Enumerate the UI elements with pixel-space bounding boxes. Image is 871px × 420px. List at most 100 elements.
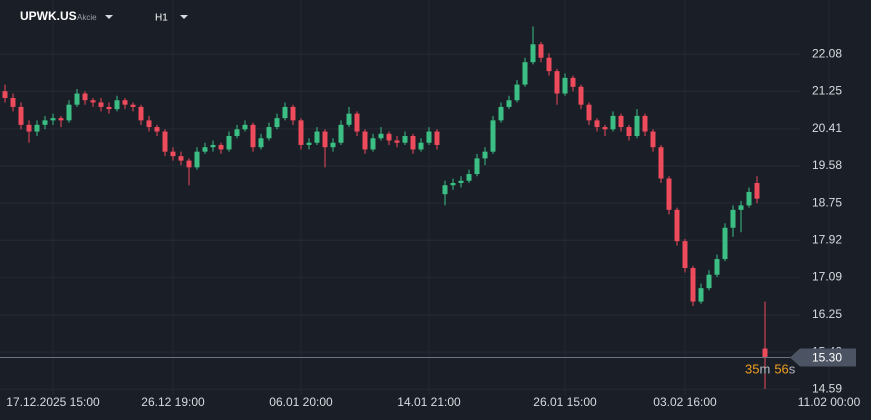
candle-body [82,93,88,101]
candle-body [42,120,48,125]
candle-body [586,104,592,121]
countdown-seconds-unit: s [789,362,796,377]
candle-body [602,127,608,130]
x-tick-label: 03.02 16:00 [653,395,717,409]
candle-body [194,151,200,168]
candle-body [114,100,120,110]
y-tick-label: 14.59 [812,381,842,395]
x-tick-label: 06.01 20:00 [269,395,333,409]
timeframe[interactable]: H1 [155,13,168,24]
candle-body [74,93,80,105]
candle-body [434,131,440,145]
candle-body [658,147,664,179]
candle-body [618,115,624,128]
y-tick-label: 17.09 [812,270,842,284]
candle-body [410,136,416,150]
countdown: 35m 56s [745,362,796,377]
y-tick-label: 21.25 [812,83,842,97]
candle-body [450,182,456,186]
candle-body [106,106,112,110]
candle-body [122,100,128,105]
y-tick-label: 19.58 [812,158,842,172]
candle-body [242,124,248,130]
symbol-dropdown[interactable] [105,15,113,19]
y-tick-label: 22.08 [812,46,842,60]
candle-body [330,142,336,148]
candle-body [690,268,696,302]
candle-body [754,182,760,199]
candle-body [322,131,328,148]
candle-body [58,118,64,121]
y-tick-label: 18.75 [812,195,842,209]
x-tick-label: 17.12.2025 15:00 [6,395,100,409]
candle-body [442,185,448,195]
candle-body [466,174,472,181]
candle-body [538,44,544,58]
candle-body [482,151,488,159]
candle-body [634,115,640,137]
candle-body [674,209,680,242]
candle-body [2,91,8,98]
candle-body [290,106,296,121]
candle-body [306,142,312,145]
x-tick-label: 14.01 21:00 [397,395,461,409]
candle-body [426,131,432,143]
candle-body [130,104,136,107]
candle-body [378,133,384,139]
candle-body [314,131,320,143]
candle-body [162,131,168,152]
candle-body [274,118,280,128]
y-tick-label: 17.92 [812,232,842,246]
candle-body [594,120,600,128]
candle-body [370,138,376,150]
x-tick-label: 26.01 15:00 [533,395,597,409]
candle-body [202,147,208,152]
candle-body [386,133,392,141]
candle-body [402,136,408,143]
candle-body [66,104,72,121]
candle-body [698,288,704,302]
candle-body [218,144,224,150]
candle-body [50,118,56,121]
candle-body [138,106,144,121]
candle-body [554,71,560,94]
candle-body [34,124,40,132]
timeframe-dropdown[interactable] [180,15,188,19]
candle-body [530,44,536,63]
candle-body [338,124,344,143]
candle-body [746,191,752,206]
candle-body [354,113,360,132]
candle-body [186,160,192,168]
candle-body [234,129,240,137]
candle-body [474,158,480,175]
candle-body [546,57,552,72]
candle-body [98,102,104,107]
candle-body [490,120,496,152]
x-tick-label: 26.12 19:00 [141,395,205,409]
candle-body [458,180,464,183]
symbol[interactable]: UPWK.US [20,9,77,23]
candle-body [394,140,400,143]
candle-body [418,142,424,150]
last-price-tag [790,348,856,367]
candle-body [626,127,632,137]
candle-body [706,274,712,289]
candle-body [522,62,528,85]
candle-body [562,77,568,94]
candle-body [298,120,304,145]
candle-body [346,113,352,125]
candle-body [514,84,520,101]
candle-body [282,106,288,119]
x-tick-label: 11.02 00:00 [798,395,861,409]
candle-body [506,100,512,107]
candle-body [170,151,176,157]
asset-type: Akcie [77,13,97,22]
candle-body [498,106,504,121]
y-tick-label: 20.41 [812,121,842,135]
candle-body [570,77,576,87]
candle-body [682,241,688,269]
candle-body [642,115,648,132]
candle-body [10,97,16,107]
candle-body [666,178,672,210]
candle-body [610,115,616,130]
